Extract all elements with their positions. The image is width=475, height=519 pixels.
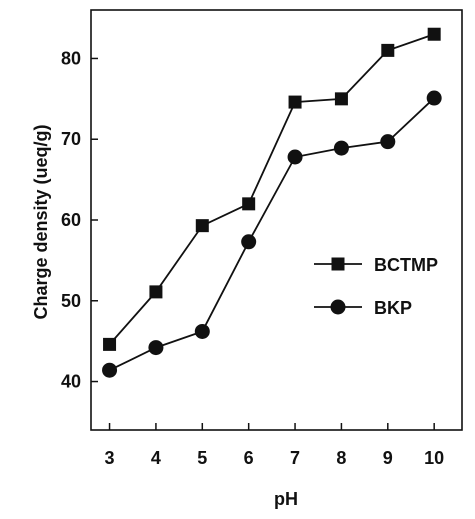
- x-axis-label: pH: [274, 489, 298, 509]
- data-point-bctmp: [195, 219, 209, 233]
- data-point-bkp: [426, 90, 442, 106]
- legend-marker-bctmp: [331, 257, 345, 271]
- y-tick-label: 40: [61, 372, 81, 392]
- x-tick-label: 9: [383, 448, 393, 468]
- legend-label-bctmp: BCTMP: [374, 255, 438, 275]
- y-axis-label: Charge density (ueq/g): [31, 124, 51, 319]
- data-point-bctmp: [242, 197, 256, 211]
- data-point-bkp: [287, 149, 303, 165]
- y-tick-label: 50: [61, 291, 81, 311]
- data-point-bkp: [148, 340, 164, 356]
- y-tick-label: 70: [61, 129, 81, 149]
- x-tick-label: 10: [424, 448, 444, 468]
- data-point-bkp: [380, 134, 396, 150]
- data-point-bctmp: [427, 27, 441, 41]
- data-point-bctmp: [103, 337, 117, 351]
- data-point-bctmp: [381, 43, 395, 57]
- x-tick-label: 7: [290, 448, 300, 468]
- series-line-bkp: [109, 97, 435, 372]
- y-tick-label: 80: [61, 48, 81, 68]
- legend: BCTMP BKP: [314, 255, 438, 318]
- y-tick-label: 60: [61, 210, 81, 230]
- data-point-bkp: [194, 323, 210, 339]
- legend-label-bkp: BKP: [374, 298, 412, 318]
- plot-frame: [90, 9, 463, 431]
- x-tick-label: 4: [151, 448, 161, 468]
- series-line-bctmp: [108, 33, 435, 345]
- legend-marker-bkp: [330, 299, 346, 315]
- data-point-bkp: [241, 234, 257, 250]
- data-point-bkp: [333, 140, 349, 156]
- x-tick-label: 8: [336, 448, 346, 468]
- x-tick-label: 6: [244, 448, 254, 468]
- data-point-bctmp: [334, 92, 348, 106]
- x-tick-label: 5: [197, 448, 207, 468]
- data-point-bctmp: [288, 95, 302, 109]
- plot-area: 40 50 60 70 80 3 4 5 6 7 8 9 10: [61, 9, 463, 468]
- x-tick-label: 3: [105, 448, 115, 468]
- data-point-bkp: [102, 362, 118, 378]
- data-point-bctmp: [149, 285, 163, 299]
